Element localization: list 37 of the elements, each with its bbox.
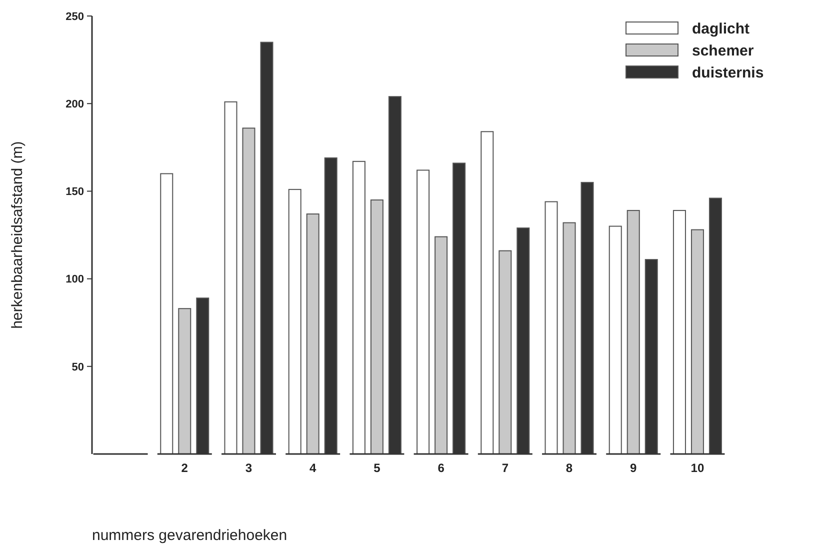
- y-axis-title: herkenbaarheidsafstand (m): [9, 141, 26, 329]
- bar: [306, 213, 320, 454]
- x-axis-title: nummers gevarendriehoeken: [92, 527, 288, 544]
- bar: [626, 210, 640, 454]
- bar: [690, 229, 704, 454]
- bar: [608, 226, 622, 454]
- x-tick-label: 7: [502, 461, 509, 475]
- x-tick-label: 10: [690, 461, 704, 475]
- x-tick-label: 3: [245, 461, 252, 475]
- x-tick-label: 9: [630, 461, 638, 475]
- x-tick-label: 4: [310, 461, 316, 475]
- bar: [434, 236, 448, 454]
- y-tick-label: 150: [66, 186, 84, 198]
- bar: [178, 308, 192, 454]
- bar: [160, 173, 174, 454]
- bar: [544, 201, 558, 454]
- bar: [498, 250, 512, 454]
- bar: [242, 128, 256, 454]
- bar: [562, 222, 576, 454]
- bar: [288, 188, 302, 454]
- bar: [224, 101, 238, 454]
- legend-label: schemer: [692, 42, 754, 60]
- y-tick-label: 200: [66, 98, 84, 110]
- y-tick-label: 100: [66, 274, 84, 286]
- x-tick-label: 5: [374, 461, 381, 475]
- bar: [480, 131, 494, 454]
- x-tick-label: 6: [438, 461, 445, 475]
- bar: [352, 160, 366, 454]
- legend-label: daglicht: [692, 20, 750, 38]
- bar: [370, 199, 384, 454]
- x-tick-label: 2: [181, 461, 188, 475]
- legend-label: duisternis: [692, 64, 764, 82]
- y-tick-label: 250: [66, 10, 84, 23]
- x-tick-label: 8: [566, 461, 573, 475]
- bar: [672, 210, 686, 454]
- bar: [416, 170, 430, 454]
- y-tick-label: 50: [72, 361, 84, 374]
